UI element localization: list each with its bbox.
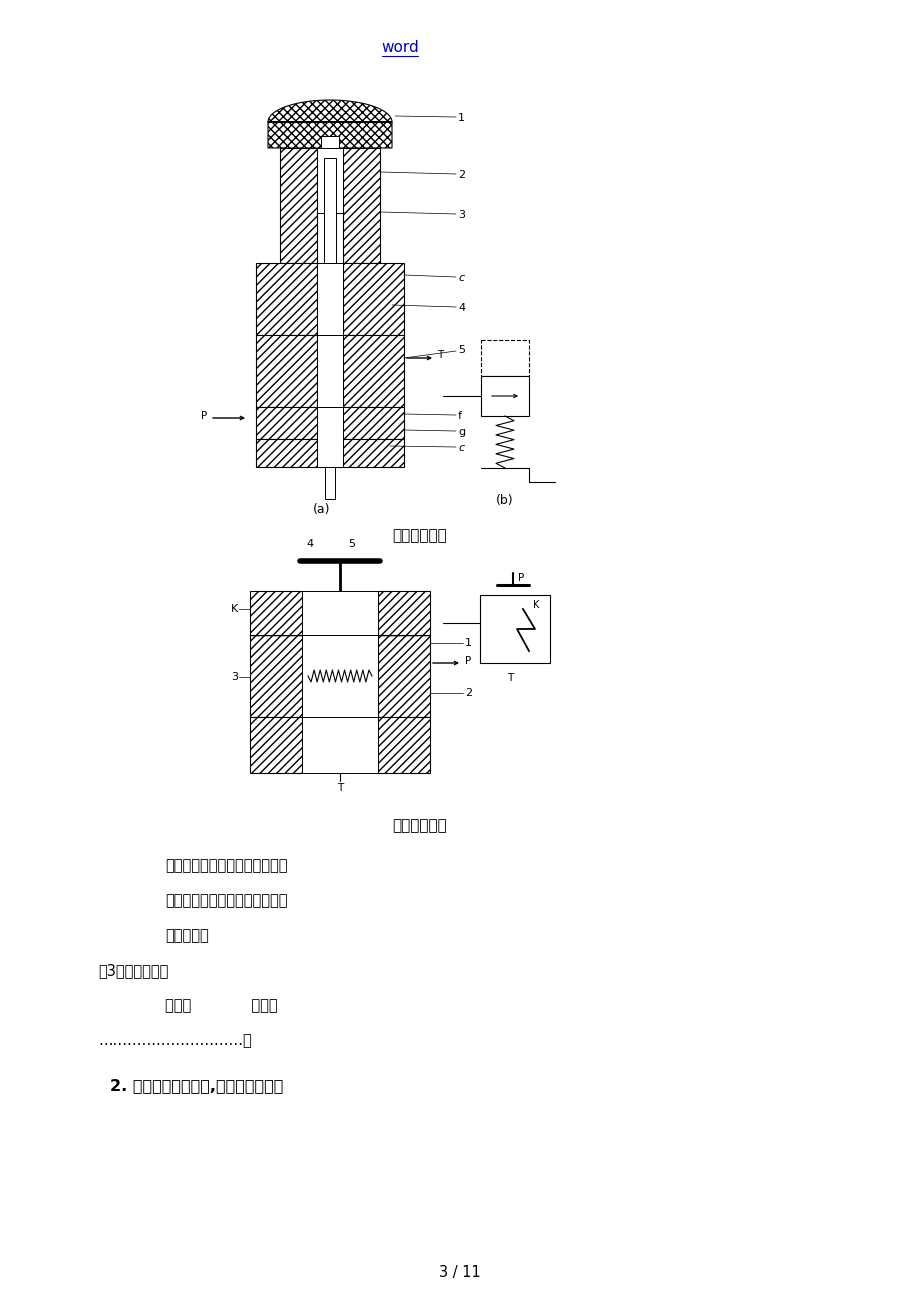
Bar [255, 263, 317, 335]
Polygon shape [267, 100, 391, 148]
Text: 2. 换向阀的控制方式,换向阀的通和位: 2. 换向阀的控制方式,换向阀的通和位 [110, 1078, 283, 1092]
Bar [317, 263, 343, 335]
Bar [317, 408, 343, 467]
Text: word: word [380, 40, 418, 56]
Text: P: P [517, 573, 524, 583]
Text: （3）流量控制阀: （3）流量控制阀 [98, 963, 168, 978]
Bar [378, 635, 429, 717]
Bar [317, 335, 343, 408]
Bar [255, 439, 403, 467]
Text: K: K [231, 604, 238, 615]
Text: 3 / 11: 3 / 11 [438, 1266, 481, 1280]
Text: c: c [458, 443, 463, 453]
Bar [323, 158, 335, 263]
Text: T: T [336, 783, 343, 793]
Bar [378, 591, 429, 635]
Text: 5: 5 [348, 539, 355, 549]
Bar [250, 635, 301, 717]
Text: c: c [458, 273, 463, 283]
Bar [301, 635, 378, 717]
Text: 3: 3 [458, 210, 464, 220]
Text: 3: 3 [231, 672, 238, 682]
Text: 先导式溢流阀: 先导式溢流阀 [392, 818, 447, 833]
Text: 减压阀：直动式、先导式减压阀: 减压阀：直动式、先导式减压阀 [165, 858, 288, 874]
Text: (b): (b) [495, 493, 513, 506]
Text: 5: 5 [458, 345, 464, 355]
Bar [317, 148, 343, 214]
Text: 4: 4 [306, 539, 313, 549]
Bar [250, 591, 301, 635]
Text: 压力继电器: 压力继电器 [165, 928, 209, 943]
Text: T: T [437, 350, 443, 359]
Text: 1: 1 [458, 113, 464, 122]
Bar [301, 591, 378, 635]
Bar [324, 467, 335, 499]
Text: 2: 2 [458, 171, 465, 180]
Text: (a): (a) [312, 503, 331, 516]
Text: 1: 1 [464, 638, 471, 648]
Text: 节流阀             调速阀: 节流阀 调速阀 [165, 999, 278, 1013]
Text: g: g [458, 427, 465, 437]
Bar [321, 135, 338, 191]
Bar [255, 335, 317, 408]
Text: 顺序阀：直动式、先导式顺序阀: 顺序阀：直动式、先导式顺序阀 [165, 893, 288, 907]
Bar [250, 717, 301, 773]
Text: P: P [464, 656, 471, 667]
Text: f: f [458, 411, 461, 421]
Text: K: K [532, 600, 539, 611]
Text: P: P [200, 411, 207, 421]
Text: T: T [506, 673, 513, 684]
Bar [378, 717, 429, 773]
Text: 2: 2 [464, 687, 471, 698]
Bar [481, 340, 528, 376]
Bar [481, 376, 528, 417]
Text: 直动式溢流阀: 直动式溢流阀 [392, 529, 447, 543]
Bar [480, 595, 550, 663]
Bar [255, 408, 403, 439]
Bar [343, 335, 403, 408]
Bar [343, 148, 380, 263]
Bar [301, 717, 378, 773]
Bar [279, 148, 317, 263]
Text: 4: 4 [458, 303, 465, 312]
Bar [343, 263, 403, 335]
Text: …………………………，: …………………………， [98, 1032, 252, 1048]
